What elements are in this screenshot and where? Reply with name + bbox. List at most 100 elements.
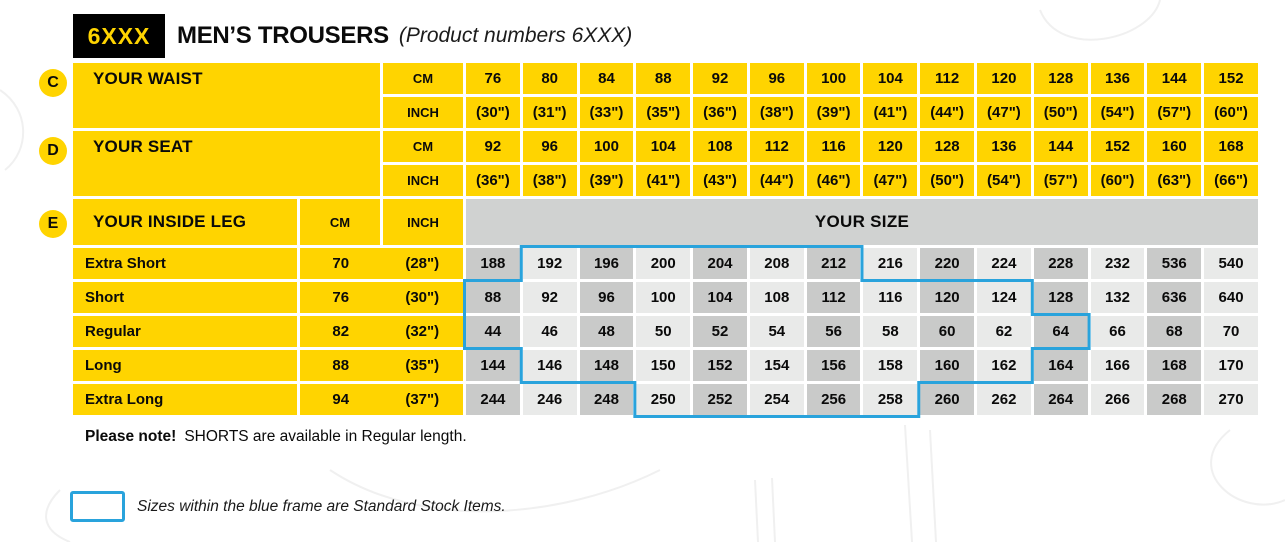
size-row: Long 88 (35") 144 146 148 150 152 154 156 158 16… (73, 350, 1258, 381)
leg-length-label: Extra Short (73, 248, 297, 279)
waist-row-badge: C (39, 69, 67, 97)
product-code-badge: 6XXX (73, 14, 165, 58)
size-cell: 248 (579, 384, 634, 415)
page-title: MEN’S TROUSERS (177, 22, 389, 49)
waist-inch-value: (57") (1147, 97, 1202, 128)
seat-cm-values: 92 96 100 104 108 112 116 120 128 136 144 152 160 168 (466, 131, 1258, 162)
seat-cm-value: 112 (749, 131, 804, 162)
leg-cm-value: 82 (332, 323, 350, 340)
leg-cm-value: 88 (332, 357, 350, 374)
waist-cm-value: 128 (1033, 63, 1088, 94)
size-cell: 246 (522, 384, 577, 415)
size-cell: 264 (1033, 384, 1088, 415)
seat-inch-value: (44") (749, 165, 804, 196)
size-row: Short 76 (30") 88 92 96 100 104 108 112 116 120 1… (73, 282, 1258, 313)
note: Please note! SHORTS are available in Regu… (85, 428, 467, 446)
inside-leg-row-badge: E (39, 210, 67, 238)
size-cell: 208 (749, 248, 804, 279)
size-cell: 108 (749, 282, 804, 313)
waist-cm-value: 100 (806, 63, 861, 94)
size-cell: 52 (693, 316, 747, 347)
size-cell: 640 (1204, 282, 1258, 313)
size-cell: 224 (977, 248, 1031, 279)
size-cell: 200 (636, 248, 691, 279)
leg-cm-value: 94 (332, 391, 350, 408)
waist-inch-value: (47") (977, 97, 1031, 128)
leg-inch-value: (30") (405, 289, 440, 306)
seat-cm-unit-label: CM (383, 131, 463, 162)
leg-length-values: 70 (28") (300, 248, 463, 279)
size-cell: 260 (920, 384, 975, 415)
size-cell: 124 (977, 282, 1031, 313)
seat-cm-value: 92 (466, 131, 520, 162)
size-cell: 96 (579, 282, 634, 313)
size-cell: 262 (977, 384, 1031, 415)
size-cell: 188 (466, 248, 520, 279)
seat-inch-value: (47") (863, 165, 918, 196)
size-cell: 70 (1204, 316, 1258, 347)
waist-cm-values: 76 80 84 88 92 96 100 104 112 120 128 136 144 152 (466, 63, 1258, 94)
size-cell: 162 (977, 350, 1031, 381)
size-values: 244 246 248 250 252 254 256 258 260 262 264 266 268 2… (466, 384, 1258, 415)
size-cell: 112 (806, 282, 861, 313)
size-cell: 132 (1090, 282, 1145, 313)
size-cell: 268 (1147, 384, 1202, 415)
seat-row-badge: D (39, 137, 67, 165)
size-cell: 64 (1033, 316, 1088, 347)
waist-cm-unit-label: CM (383, 63, 463, 94)
inside-leg-cm-unit-label: CM (300, 199, 380, 245)
leg-length-label: Long (73, 350, 297, 381)
seat-inch-value: (60") (1090, 165, 1145, 196)
size-cell: 54 (749, 316, 804, 347)
seat-inch-values: (36") (38") (39") (41") (43") (44") (46") (47")… (466, 165, 1258, 196)
leg-inch-value: (28") (405, 255, 440, 272)
size-cell: 150 (636, 350, 691, 381)
size-cell: 252 (693, 384, 747, 415)
seat-inch-value: (50") (920, 165, 975, 196)
size-cell: 160 (920, 350, 975, 381)
waist-inch-value: (39") (806, 97, 861, 128)
waist-label: YOUR WAIST (73, 63, 380, 128)
size-cell: 216 (863, 248, 918, 279)
leg-length-values: 76 (30") (300, 282, 463, 313)
size-cell: 166 (1090, 350, 1145, 381)
page-subtitle: (Product numbers 6XXX) (398, 24, 633, 47)
waist-cm-value: 88 (636, 63, 691, 94)
size-values: 188 192 196 200 204 208 212 216 220 224 228 232 536 5… (466, 248, 1258, 279)
leg-inch-value: (32") (405, 323, 440, 340)
size-cell: 128 (1033, 282, 1088, 313)
size-cell: 256 (806, 384, 861, 415)
seat-section: YOUR SEAT CM 92 96 100 104 108 112 116 120 128 13… (73, 131, 1258, 196)
waist-inch-values: (30") (31") (33") (35") (36") (38") (39") (41")… (466, 97, 1258, 128)
note-bold-label: Please note! (85, 428, 177, 445)
size-cell: 266 (1090, 384, 1145, 415)
seat-inch-unit-label: INCH (383, 165, 463, 196)
size-cell: 104 (693, 282, 747, 313)
waist-cm-value: 92 (693, 63, 747, 94)
size-cell: 66 (1090, 316, 1145, 347)
legend: Sizes within the blue frame are Standard… (70, 491, 506, 522)
seat-cm-value: 100 (579, 131, 634, 162)
waist-cm-value: 80 (522, 63, 577, 94)
size-cell: 44 (466, 316, 520, 347)
size-cell: 536 (1147, 248, 1202, 279)
size-cell: 212 (806, 248, 861, 279)
size-values: 88 92 96 100 104 108 112 116 120 124 128 132 636 640 (466, 282, 1258, 313)
size-cell: 540 (1204, 248, 1258, 279)
waist-inch-value: (54") (1090, 97, 1145, 128)
size-cell: 144 (466, 350, 520, 381)
size-cell: 220 (920, 248, 975, 279)
leg-inch-value: (37") (405, 391, 440, 408)
size-cell: 68 (1147, 316, 1202, 347)
waist-inch-value: (50") (1033, 97, 1088, 128)
size-cell: 168 (1147, 350, 1202, 381)
seat-cm-value: 104 (636, 131, 691, 162)
seat-cm-value: 108 (693, 131, 747, 162)
size-cell: 232 (1090, 248, 1145, 279)
waist-inch-value: (33") (579, 97, 634, 128)
size-cell: 152 (693, 350, 747, 381)
your-size-header: YOUR SIZE (466, 199, 1258, 245)
size-cell: 100 (636, 282, 691, 313)
size-cell: 192 (522, 248, 577, 279)
